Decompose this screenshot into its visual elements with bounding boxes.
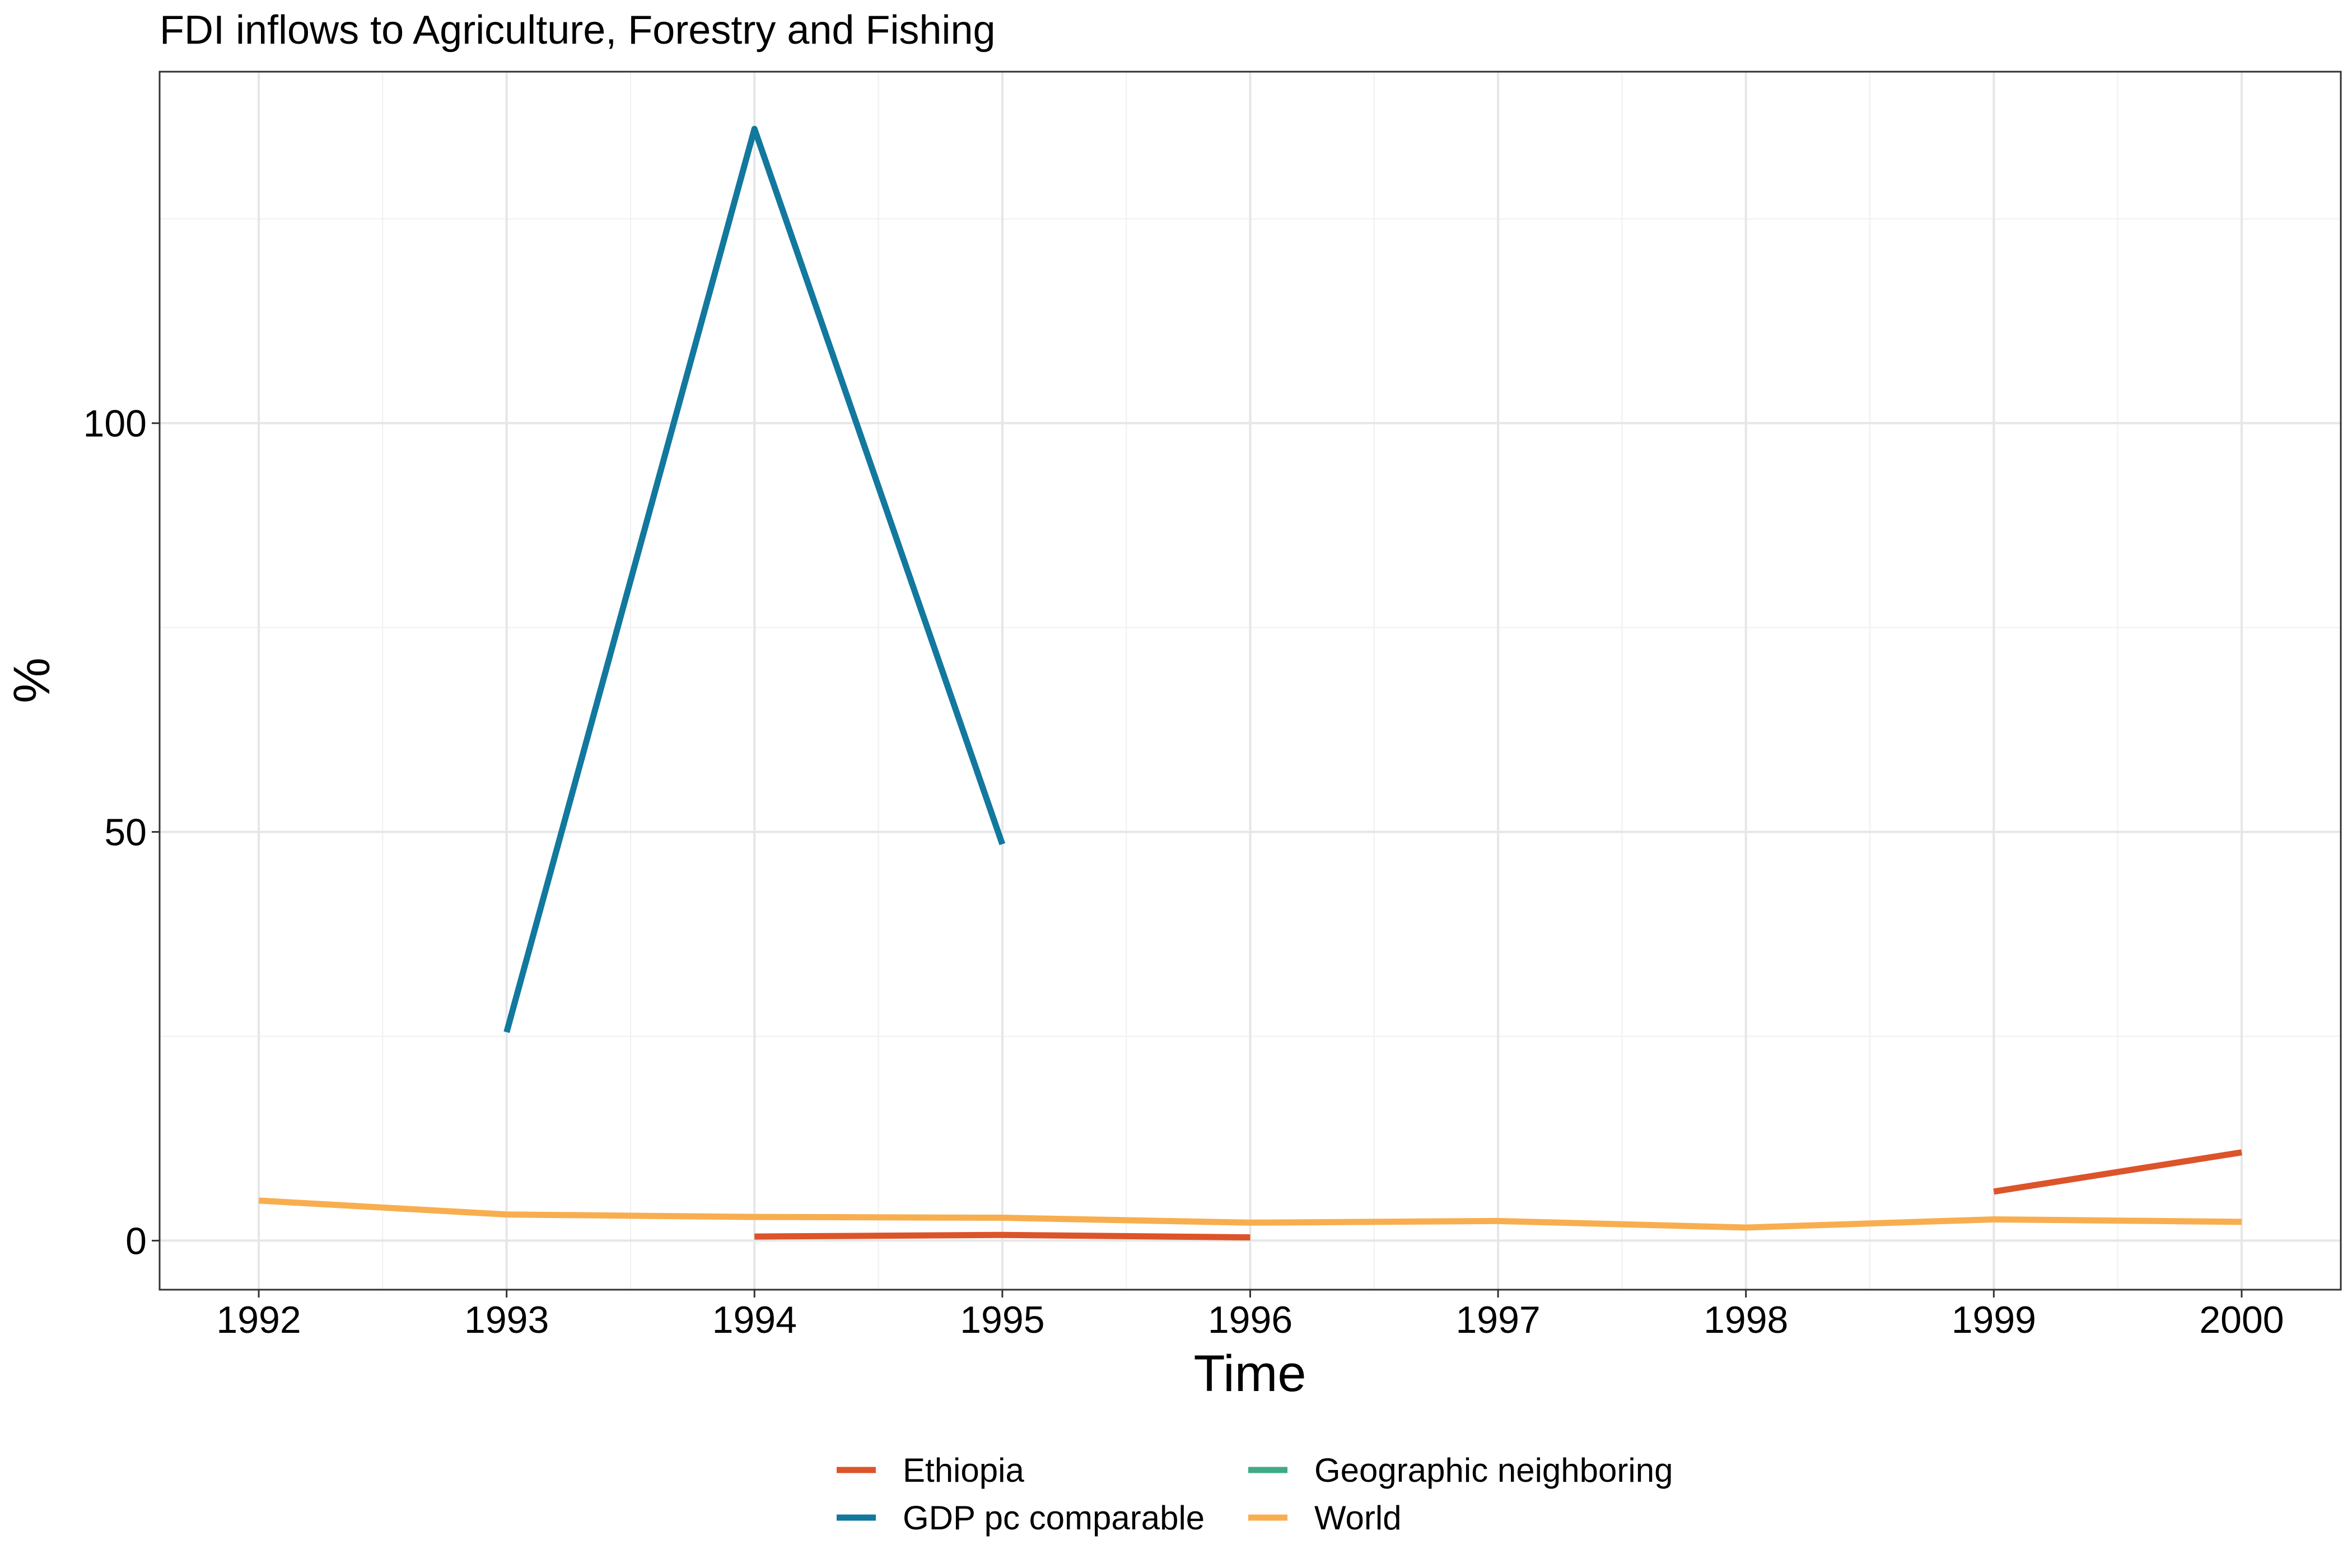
series-line-gdp-pc-comparable: [503, 125, 1006, 1033]
x-tick-label: 1998: [1704, 1299, 1788, 1341]
x-tick-label: 1997: [1455, 1299, 1540, 1341]
x-tick-label: 1996: [1208, 1299, 1292, 1341]
y-axis: 0 50 100: [83, 403, 160, 1262]
x-tick-label: 1994: [712, 1299, 797, 1341]
legend-label-geographic-neighboring: Geographic neighboring: [1314, 1452, 1673, 1489]
legend-item-ethiopia: Ethiopia: [837, 1452, 1024, 1489]
y-tick-label: 0: [125, 1220, 147, 1262]
legend-label-gdp-pc-comparable: GDP pc comparable: [903, 1499, 1205, 1537]
grid-major: [160, 72, 2341, 1290]
chart-title: FDI inflows to Agriculture, Forestry and…: [160, 8, 996, 53]
legend-label-world: World: [1314, 1499, 1402, 1537]
legend-item-geographic-neighboring: Geographic neighboring: [1248, 1452, 1673, 1489]
y-axis-title: %: [3, 657, 60, 703]
plot-panel: [158, 71, 2342, 1291]
series-lines: [258, 125, 2242, 1241]
x-tick-label: 2000: [2199, 1299, 2284, 1341]
x-tick-label: 1993: [464, 1299, 549, 1341]
legend-item-gdp-pc-comparable: GDP pc comparable: [837, 1499, 1205, 1537]
series-line-ethiopia: [754, 1231, 1250, 1241]
x-axis: 1992 1993 1994 1995 1996 1997 1998 1999 2000: [216, 1290, 2284, 1341]
x-tick-label: 1995: [960, 1299, 1044, 1341]
legend-label-ethiopia: Ethiopia: [903, 1452, 1024, 1489]
series-line-world: [258, 1197, 2242, 1231]
series-line-ethiopia: [1993, 1149, 2242, 1195]
legend: Ethiopia GDP pc comparable Geographic neig…: [837, 1452, 1673, 1537]
x-tick-label: 1999: [1952, 1299, 2036, 1341]
x-axis-title: Time: [1193, 1345, 1306, 1402]
y-tick-label: 100: [83, 403, 147, 445]
x-tick-label: 1992: [216, 1299, 301, 1341]
y-tick-label: 50: [104, 811, 147, 854]
legend-item-world: World: [1248, 1499, 1402, 1537]
